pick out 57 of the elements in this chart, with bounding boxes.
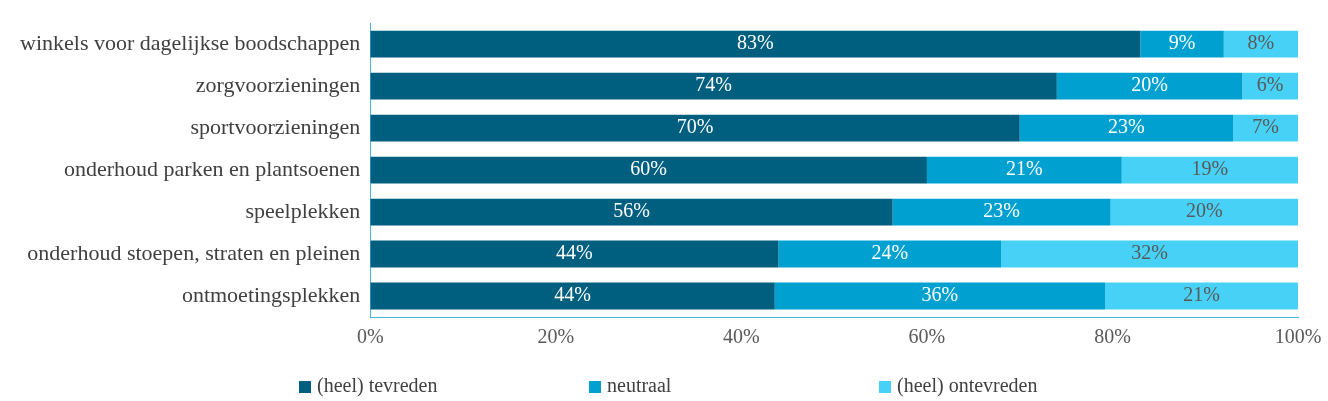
y-tick-label: zorgvoorzieningen <box>195 71 361 97</box>
data-label: 36% <box>921 283 959 306</box>
data-label: 21% <box>1183 283 1220 306</box>
x-tick-label: 20% <box>537 325 575 348</box>
bar <box>1223 30 1298 58</box>
data-label: 19% <box>1191 157 1229 180</box>
data-label: 7% <box>1252 115 1279 138</box>
bar <box>370 72 1057 100</box>
y-tick-label: winkels voor dagelijkse boodschappen <box>20 29 361 55</box>
bar <box>1019 114 1234 142</box>
x-tick-label: 60% <box>908 325 946 348</box>
bar <box>1056 72 1243 100</box>
data-label: 44% <box>554 283 591 306</box>
data-label: 20% <box>1185 199 1223 222</box>
data-label: 74% <box>695 73 732 96</box>
bar <box>1140 30 1224 58</box>
bar <box>370 30 1141 58</box>
bar <box>1233 114 1298 142</box>
data-label: 56% <box>613 199 650 222</box>
data-label: 44% <box>556 241 593 264</box>
y-tick-label: ontmoetingsplekken <box>181 281 361 307</box>
bar <box>892 198 1111 226</box>
legend-label: (heel) ontevreden <box>897 374 1038 398</box>
bar <box>370 156 927 184</box>
bar <box>774 282 1106 310</box>
data-label: 70% <box>676 115 714 138</box>
bar <box>778 240 1002 268</box>
bar <box>370 282 775 310</box>
data-label: 23% <box>1108 115 1145 138</box>
data-label: 21% <box>1006 157 1043 180</box>
data-label: 24% <box>871 241 909 264</box>
data-label: 32% <box>1131 241 1168 264</box>
x-tick-label: 80% <box>1094 325 1131 348</box>
bar <box>370 198 893 226</box>
legend-label: neutraal <box>607 374 672 397</box>
bar <box>1001 240 1298 268</box>
bar <box>1121 156 1298 184</box>
x-tick-label: 40% <box>723 325 760 348</box>
data-label: 23% <box>983 199 1020 222</box>
data-label: 9% <box>1168 31 1196 54</box>
x-tick-label: 100% <box>1274 325 1322 348</box>
x-tick-label: 0% <box>356 325 384 348</box>
bar <box>370 240 779 268</box>
data-label: 83% <box>736 31 774 54</box>
bar <box>926 156 1122 184</box>
y-tick-label: sportvoorzieningen <box>190 113 361 139</box>
data-label: 8% <box>1247 31 1275 54</box>
y-tick-label: onderhoud parken en plantsoenen <box>64 155 361 181</box>
data-label: 60% <box>630 157 667 180</box>
bar <box>1105 282 1298 310</box>
data-label: 20% <box>1131 73 1168 96</box>
bar <box>1110 198 1298 226</box>
y-tick-label: onderhoud stoepen, straten en pleinen <box>27 239 361 265</box>
data-label: 6% <box>1256 73 1284 96</box>
y-tick-label: speelplekken <box>245 197 361 223</box>
legend-label: (heel) tevreden <box>317 374 438 398</box>
bar <box>370 114 1020 142</box>
